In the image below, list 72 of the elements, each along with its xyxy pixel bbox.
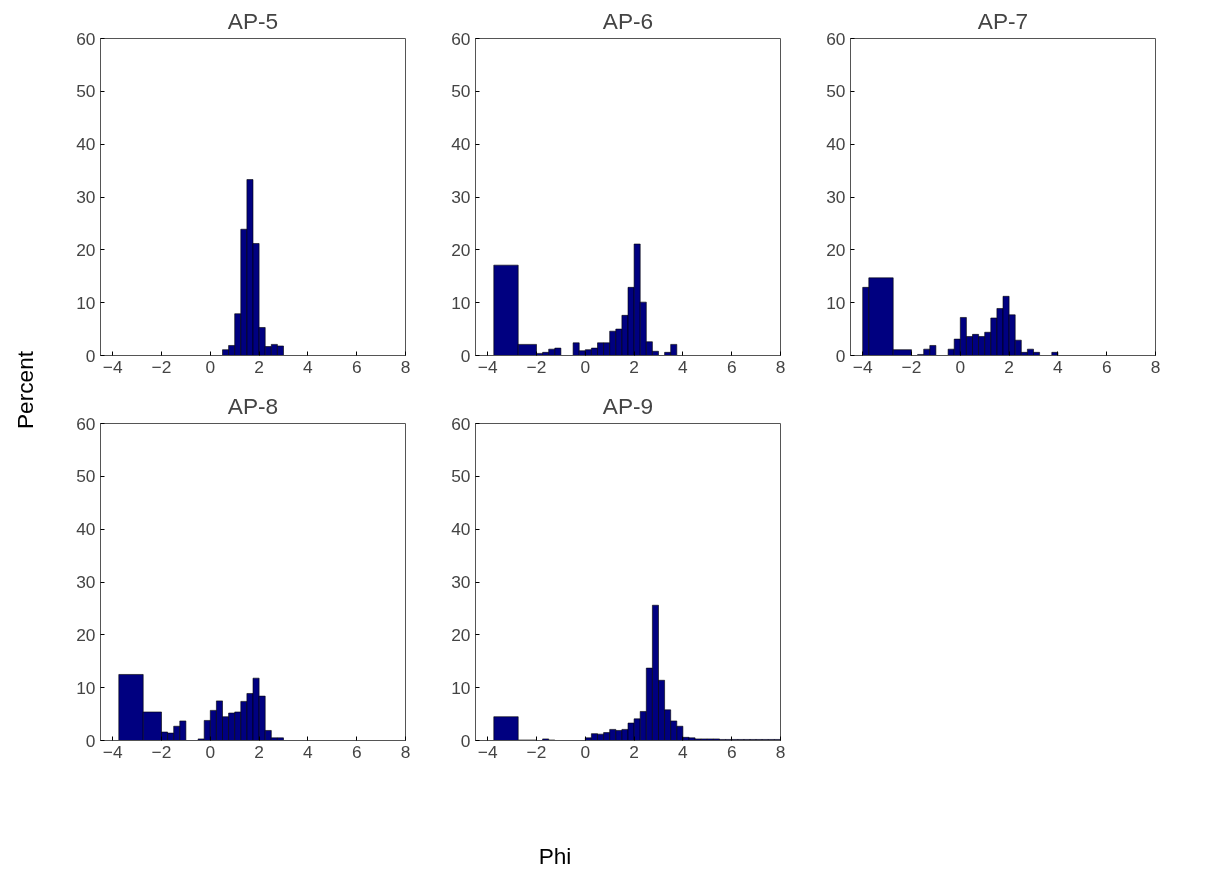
y-tick-label: 40 (826, 134, 846, 155)
y-tick-label: 40 (76, 134, 96, 155)
x-tick-label: 2 (629, 356, 639, 377)
x-tick-label: 8 (1150, 356, 1161, 377)
y-tick-label: 40 (451, 519, 471, 540)
x-tick-label: 2 (254, 741, 264, 762)
y-tick-label: 30 (451, 572, 471, 592)
y-tick-label: 30 (76, 572, 96, 592)
y-axis-title: Percent (10, 350, 39, 430)
x-tick-label: 0 (580, 356, 591, 377)
y-tick-label: 50 (451, 466, 471, 487)
x-tick-label: 6 (726, 356, 737, 377)
y-tick-label: 50 (451, 81, 471, 102)
x-tick-label: 4 (678, 741, 689, 762)
chart-title: AP-8 (227, 392, 279, 419)
x-tick-label: 0 (955, 356, 966, 377)
y-tick-label: 20 (826, 239, 846, 260)
y-tick-label: 50 (826, 81, 846, 102)
x-tick-label: 4 (303, 356, 314, 377)
x-tick-label: 0 (580, 741, 591, 762)
y-tick-label: 10 (451, 677, 471, 698)
x-tick-label: 2 (629, 741, 639, 762)
y-tick-label: 30 (826, 187, 846, 207)
y-tick-label: 60 (451, 413, 471, 434)
y-tick-label: 50 (76, 81, 96, 102)
y-tick-label: 10 (76, 292, 96, 313)
y-tick-label: 20 (76, 239, 96, 260)
x-axis-title: Phi (538, 842, 572, 871)
chart-title: AP-6 (602, 7, 654, 34)
x-tick-label: 4 (1053, 356, 1064, 377)
x-tick-label: 8 (775, 356, 786, 377)
y-tick-label: 40 (76, 519, 96, 540)
x-tick-label: −2 (901, 356, 922, 377)
x-tick-label: −4 (477, 356, 498, 377)
x-tick-label: −4 (477, 741, 498, 762)
x-tick-label: −2 (526, 356, 547, 377)
y-tick-label: 60 (76, 28, 96, 49)
x-tick-label: −4 (102, 741, 123, 762)
x-tick-label: 8 (400, 356, 411, 377)
x-tick-label: 2 (1004, 356, 1014, 377)
x-tick-label: −2 (151, 741, 172, 762)
x-tick-label: −4 (852, 356, 873, 377)
x-tick-label: 8 (400, 741, 411, 762)
x-tick-label: 6 (1101, 356, 1112, 377)
y-tick-label: 60 (826, 28, 846, 49)
chart-title: AP-5 (227, 7, 279, 34)
x-tick-label: 0 (205, 356, 216, 377)
chart-title: AP-9 (602, 392, 654, 419)
x-tick-label: 2 (254, 356, 264, 377)
x-tick-label: 4 (303, 741, 314, 762)
x-tick-label: −4 (102, 356, 123, 377)
x-tick-label: 0 (205, 741, 216, 762)
x-tick-label: −2 (151, 356, 172, 377)
x-tick-label: 8 (775, 741, 786, 762)
y-tick-label: 30 (76, 187, 96, 207)
y-tick-label: 60 (451, 28, 471, 49)
x-tick-label: 4 (678, 356, 689, 377)
y-tick-label: 10 (826, 292, 846, 313)
y-tick-label: 40 (451, 134, 471, 155)
x-tick-label: 6 (351, 741, 362, 762)
x-tick-label: 6 (726, 741, 737, 762)
y-tick-label: 60 (76, 413, 96, 434)
y-tick-label: 20 (451, 239, 471, 260)
y-tick-label: 20 (76, 624, 96, 645)
y-tick-label: 10 (76, 677, 96, 698)
y-tick-label: 30 (451, 187, 471, 207)
x-tick-label: 6 (351, 356, 362, 377)
y-tick-label: 10 (451, 292, 471, 313)
y-tick-label: 20 (451, 624, 471, 645)
chart-title: AP-7 (977, 7, 1029, 34)
x-tick-label: −2 (526, 741, 547, 762)
y-tick-label: 50 (76, 466, 96, 487)
